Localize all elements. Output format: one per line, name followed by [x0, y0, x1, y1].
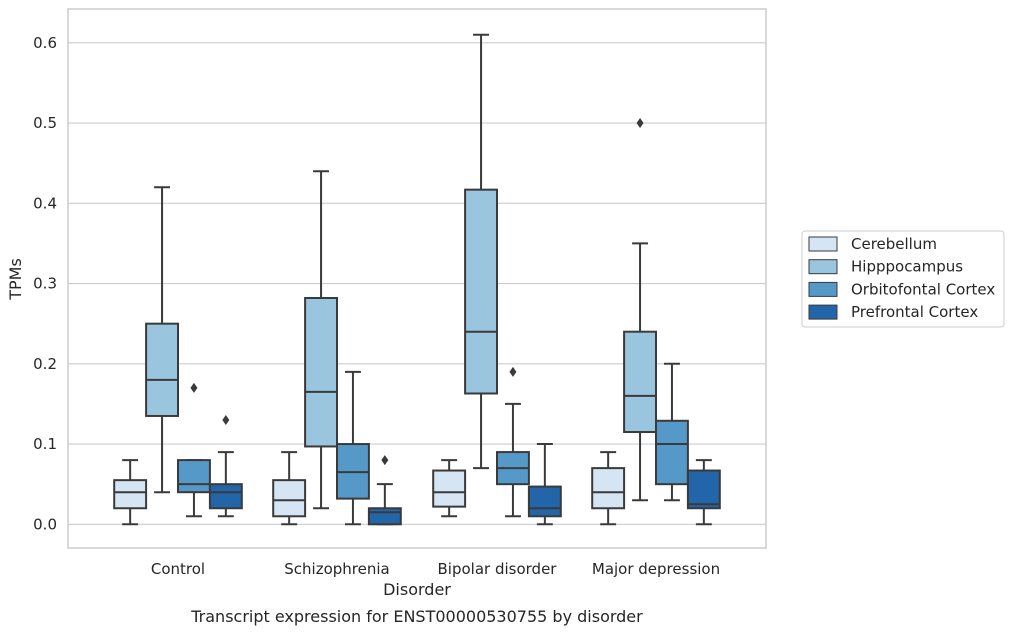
- plot-area: [67, 8, 767, 549]
- box-body: [527, 485, 562, 518]
- box-body: [145, 322, 180, 417]
- outlier-marker: [636, 118, 644, 129]
- box-cerebellum: [591, 451, 626, 526]
- legend: Cerebellum Hipppocampus Orbitofontal Corte…: [801, 230, 1005, 328]
- legend-swatch: [808, 304, 838, 320]
- legend-swatch: [808, 259, 838, 275]
- box-body: [655, 419, 689, 486]
- box-body: [432, 469, 467, 508]
- box-prefrontal-cortex: [527, 443, 562, 526]
- box-prefrontal-cortex: [208, 414, 243, 518]
- box-prefrontal-cortex: [686, 459, 721, 526]
- box-body: [464, 188, 499, 395]
- box-prefrontal-cortex: [367, 455, 402, 526]
- y-tick-label: 0.0: [33, 515, 57, 533]
- x-tick-labels: Control Schizophrenia Bipolar disorder Majo…: [151, 560, 720, 578]
- boxes: [113, 33, 721, 526]
- box-hipppocampus: [623, 118, 657, 502]
- y-tick-label: 0.6: [33, 34, 57, 52]
- legend-label: Prefrontal Cortex: [851, 303, 978, 321]
- outlier-marker: [509, 366, 517, 377]
- y-tick-label: 0.1: [33, 435, 57, 453]
- box-body: [304, 296, 339, 448]
- box-orbitofontal-cortex: [177, 382, 211, 518]
- x-tick-label: Major depression: [592, 560, 720, 578]
- y-axis-label: TPMs: [6, 258, 25, 301]
- legend-label: Orbitofontal Cortex: [851, 280, 995, 298]
- outlier-marker: [190, 382, 198, 393]
- box-body: [367, 507, 402, 526]
- legend-swatch: [808, 236, 838, 252]
- box-body: [623, 330, 657, 434]
- x-axis-label: Disorder: [383, 580, 451, 599]
- box-cerebellum: [113, 459, 148, 526]
- legend-swatch: [808, 281, 838, 297]
- y-tick-label: 0.3: [33, 275, 57, 293]
- box-hipppocampus: [304, 170, 339, 510]
- x-tick-label: Schizophrenia: [284, 560, 389, 578]
- box-cerebellum: [272, 451, 307, 526]
- y-tick-label: 0.4: [33, 194, 57, 212]
- box-body: [591, 467, 626, 510]
- x-tick-label: Bipolar disorder: [438, 560, 558, 578]
- box-hipppocampus: [464, 33, 499, 470]
- box-body: [686, 469, 721, 510]
- y-tick-labels: 0.0 0.1 0.2 0.3 0.4 0.5 0.6: [33, 34, 57, 533]
- gridlines: [68, 42, 766, 525]
- box-body: [208, 483, 243, 510]
- box-hipppocampus: [145, 186, 180, 494]
- legend-frame: [801, 230, 1005, 328]
- box-orbitofontal-cortex: [496, 366, 530, 518]
- x-tick-label: Control: [151, 560, 205, 578]
- legend-label: Hipppocampus: [851, 258, 963, 276]
- outlier-marker: [222, 414, 230, 425]
- y-tick-label: 0.2: [33, 355, 57, 373]
- box-body: [272, 479, 307, 518]
- legend-label: Cerebellum: [851, 235, 937, 253]
- box-body: [177, 459, 211, 494]
- y-tick-label: 0.5: [33, 114, 57, 132]
- box-cerebellum: [432, 459, 467, 518]
- outlier-marker: [381, 455, 389, 466]
- box-orbitofontal-cortex: [336, 370, 370, 526]
- chart-caption: Transcript expression for ENST0000053075…: [190, 607, 643, 626]
- box-orbitofontal-cortex: [655, 362, 689, 502]
- box-body: [113, 479, 148, 510]
